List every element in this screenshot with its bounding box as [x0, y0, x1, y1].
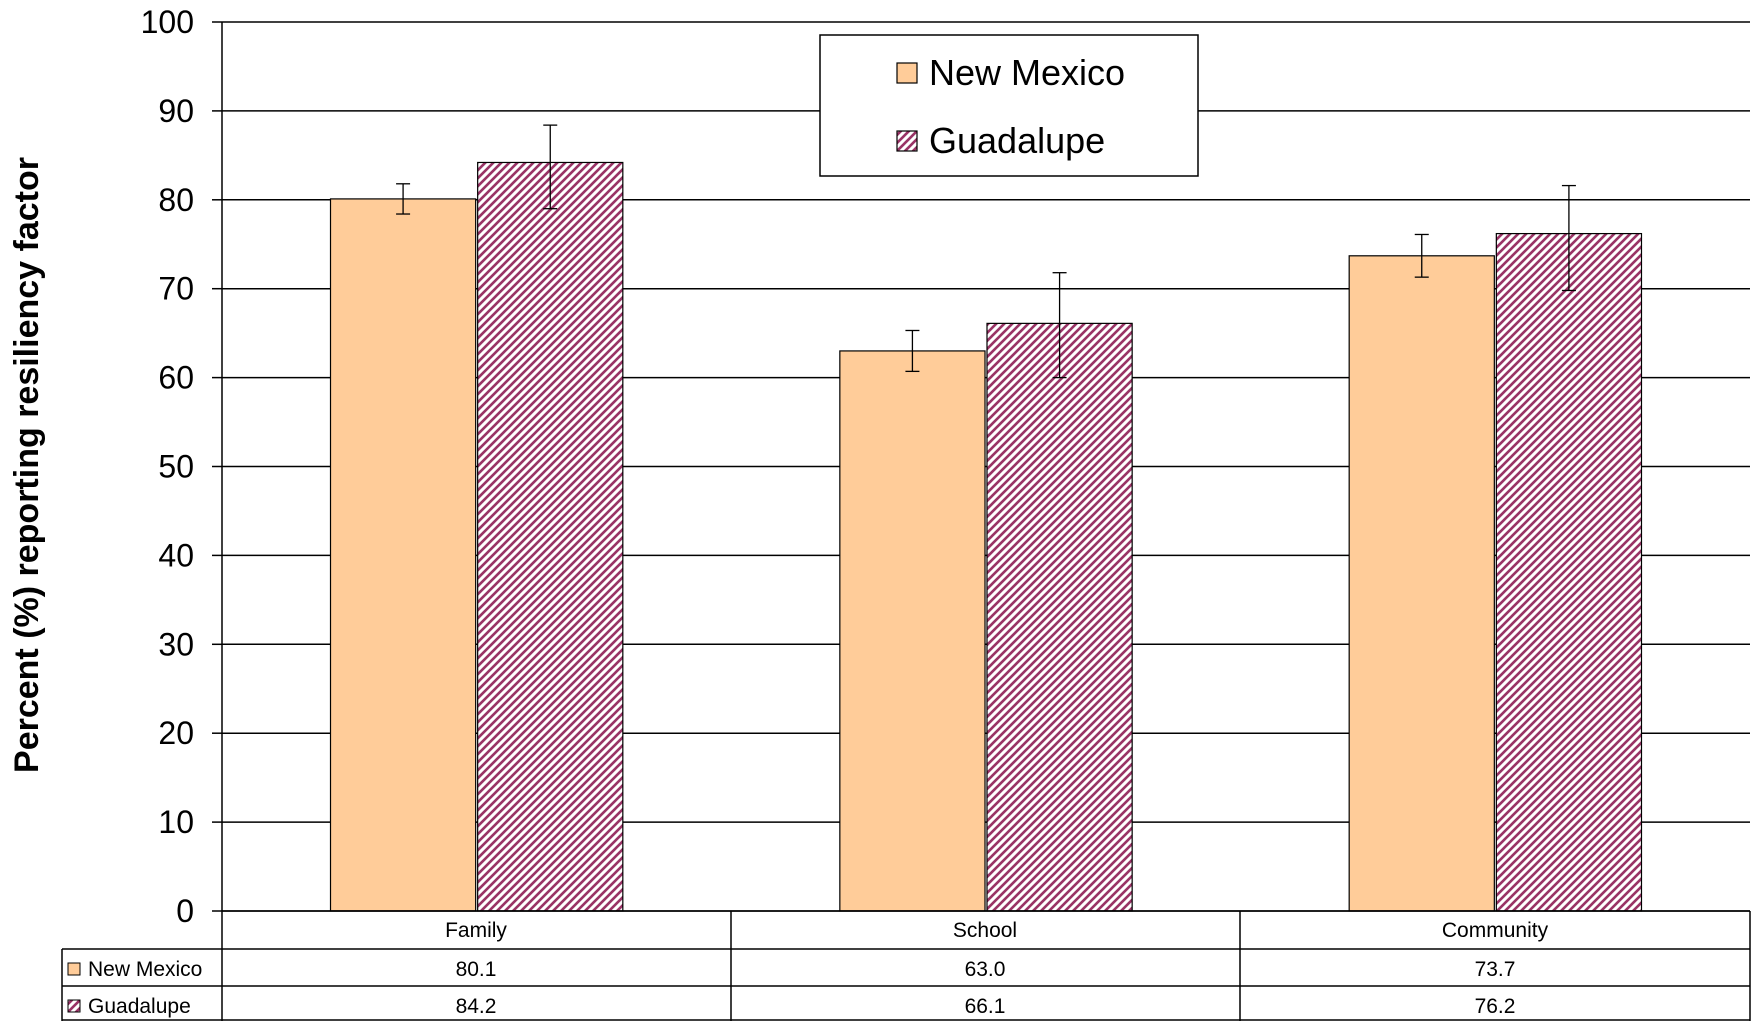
bar-guadalupe-school [986, 322, 1133, 912]
table-header-family: Family [445, 919, 507, 942]
y-tick-label: 100 [141, 4, 194, 40]
bar-new-mexico-community [1348, 255, 1495, 912]
error-bar [1561, 184, 1576, 292]
legend-box [819, 34, 1199, 177]
y-tick-label: 90 [158, 93, 194, 129]
table-header-community: Community [1442, 919, 1549, 942]
table-row-label-guadalupe: Guadalupe [88, 995, 191, 1018]
bars [329, 161, 1643, 912]
error-bar [543, 124, 558, 210]
y-tick-label: 50 [158, 449, 194, 485]
bar-guadalupe-family [477, 161, 624, 912]
y-tick-label: 20 [158, 715, 194, 751]
error-bars [396, 124, 1576, 379]
legend: New Mexico Guadalupe [819, 34, 1199, 177]
error-bar [1414, 233, 1429, 278]
legend-swatch-new-mexico [896, 62, 918, 84]
data-table: Family School Community New Mexico Guada… [61, 910, 1751, 1021]
y-tick-label: 0 [176, 893, 194, 929]
y-tick-label: 30 [158, 626, 194, 662]
table-cell: 80.1 [456, 958, 497, 981]
table-cell: 63.0 [965, 958, 1006, 981]
bar-guadalupe-community [1495, 232, 1643, 912]
legend-label-new-mexico: New Mexico [929, 52, 1125, 93]
table-cell: 76.2 [1475, 995, 1516, 1018]
table-cell: 73.7 [1475, 958, 1516, 981]
y-tick-label: 40 [158, 537, 194, 573]
y-tick-label: 10 [158, 804, 194, 840]
table-header-school: School [953, 919, 1017, 942]
table-swatch-new-mexico [67, 962, 81, 976]
table-swatch-guadalupe [67, 999, 81, 1013]
table-cell: 84.2 [456, 995, 497, 1018]
error-bar [396, 183, 411, 215]
error-bar [1052, 272, 1067, 379]
table-cell: 66.1 [965, 995, 1006, 1018]
error-bar [905, 329, 920, 373]
legend-label-guadalupe: Guadalupe [929, 120, 1105, 161]
y-tick-label: 70 [158, 271, 194, 307]
y-tick-label: 80 [158, 182, 194, 218]
table-row-label-new-mexico: New Mexico [88, 958, 202, 981]
y-axis-label: Percent (%) reporting resiliency factor [8, 157, 46, 773]
bar-new-mexico-family [329, 198, 477, 912]
legend-swatch-guadalupe [896, 130, 918, 152]
y-tick-label: 60 [158, 360, 194, 396]
bar-new-mexico-school [839, 350, 986, 912]
y-axis-ticks: 0 10 20 30 40 50 60 70 80 90 100 [141, 4, 222, 929]
axes [221, 22, 1750, 912]
